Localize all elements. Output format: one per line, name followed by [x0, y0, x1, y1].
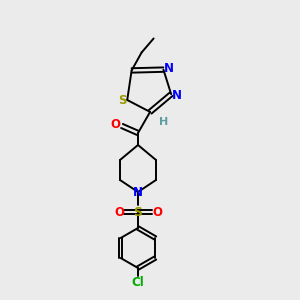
Text: S: S [118, 94, 127, 107]
Text: N: N [172, 89, 182, 102]
Text: Cl: Cl [132, 277, 144, 290]
Text: O: O [152, 206, 162, 218]
Text: O: O [110, 118, 120, 131]
Text: H: H [160, 117, 169, 127]
Text: N: N [133, 187, 143, 200]
Text: S: S [134, 206, 142, 218]
Text: O: O [114, 206, 124, 218]
Text: N: N [164, 62, 173, 75]
